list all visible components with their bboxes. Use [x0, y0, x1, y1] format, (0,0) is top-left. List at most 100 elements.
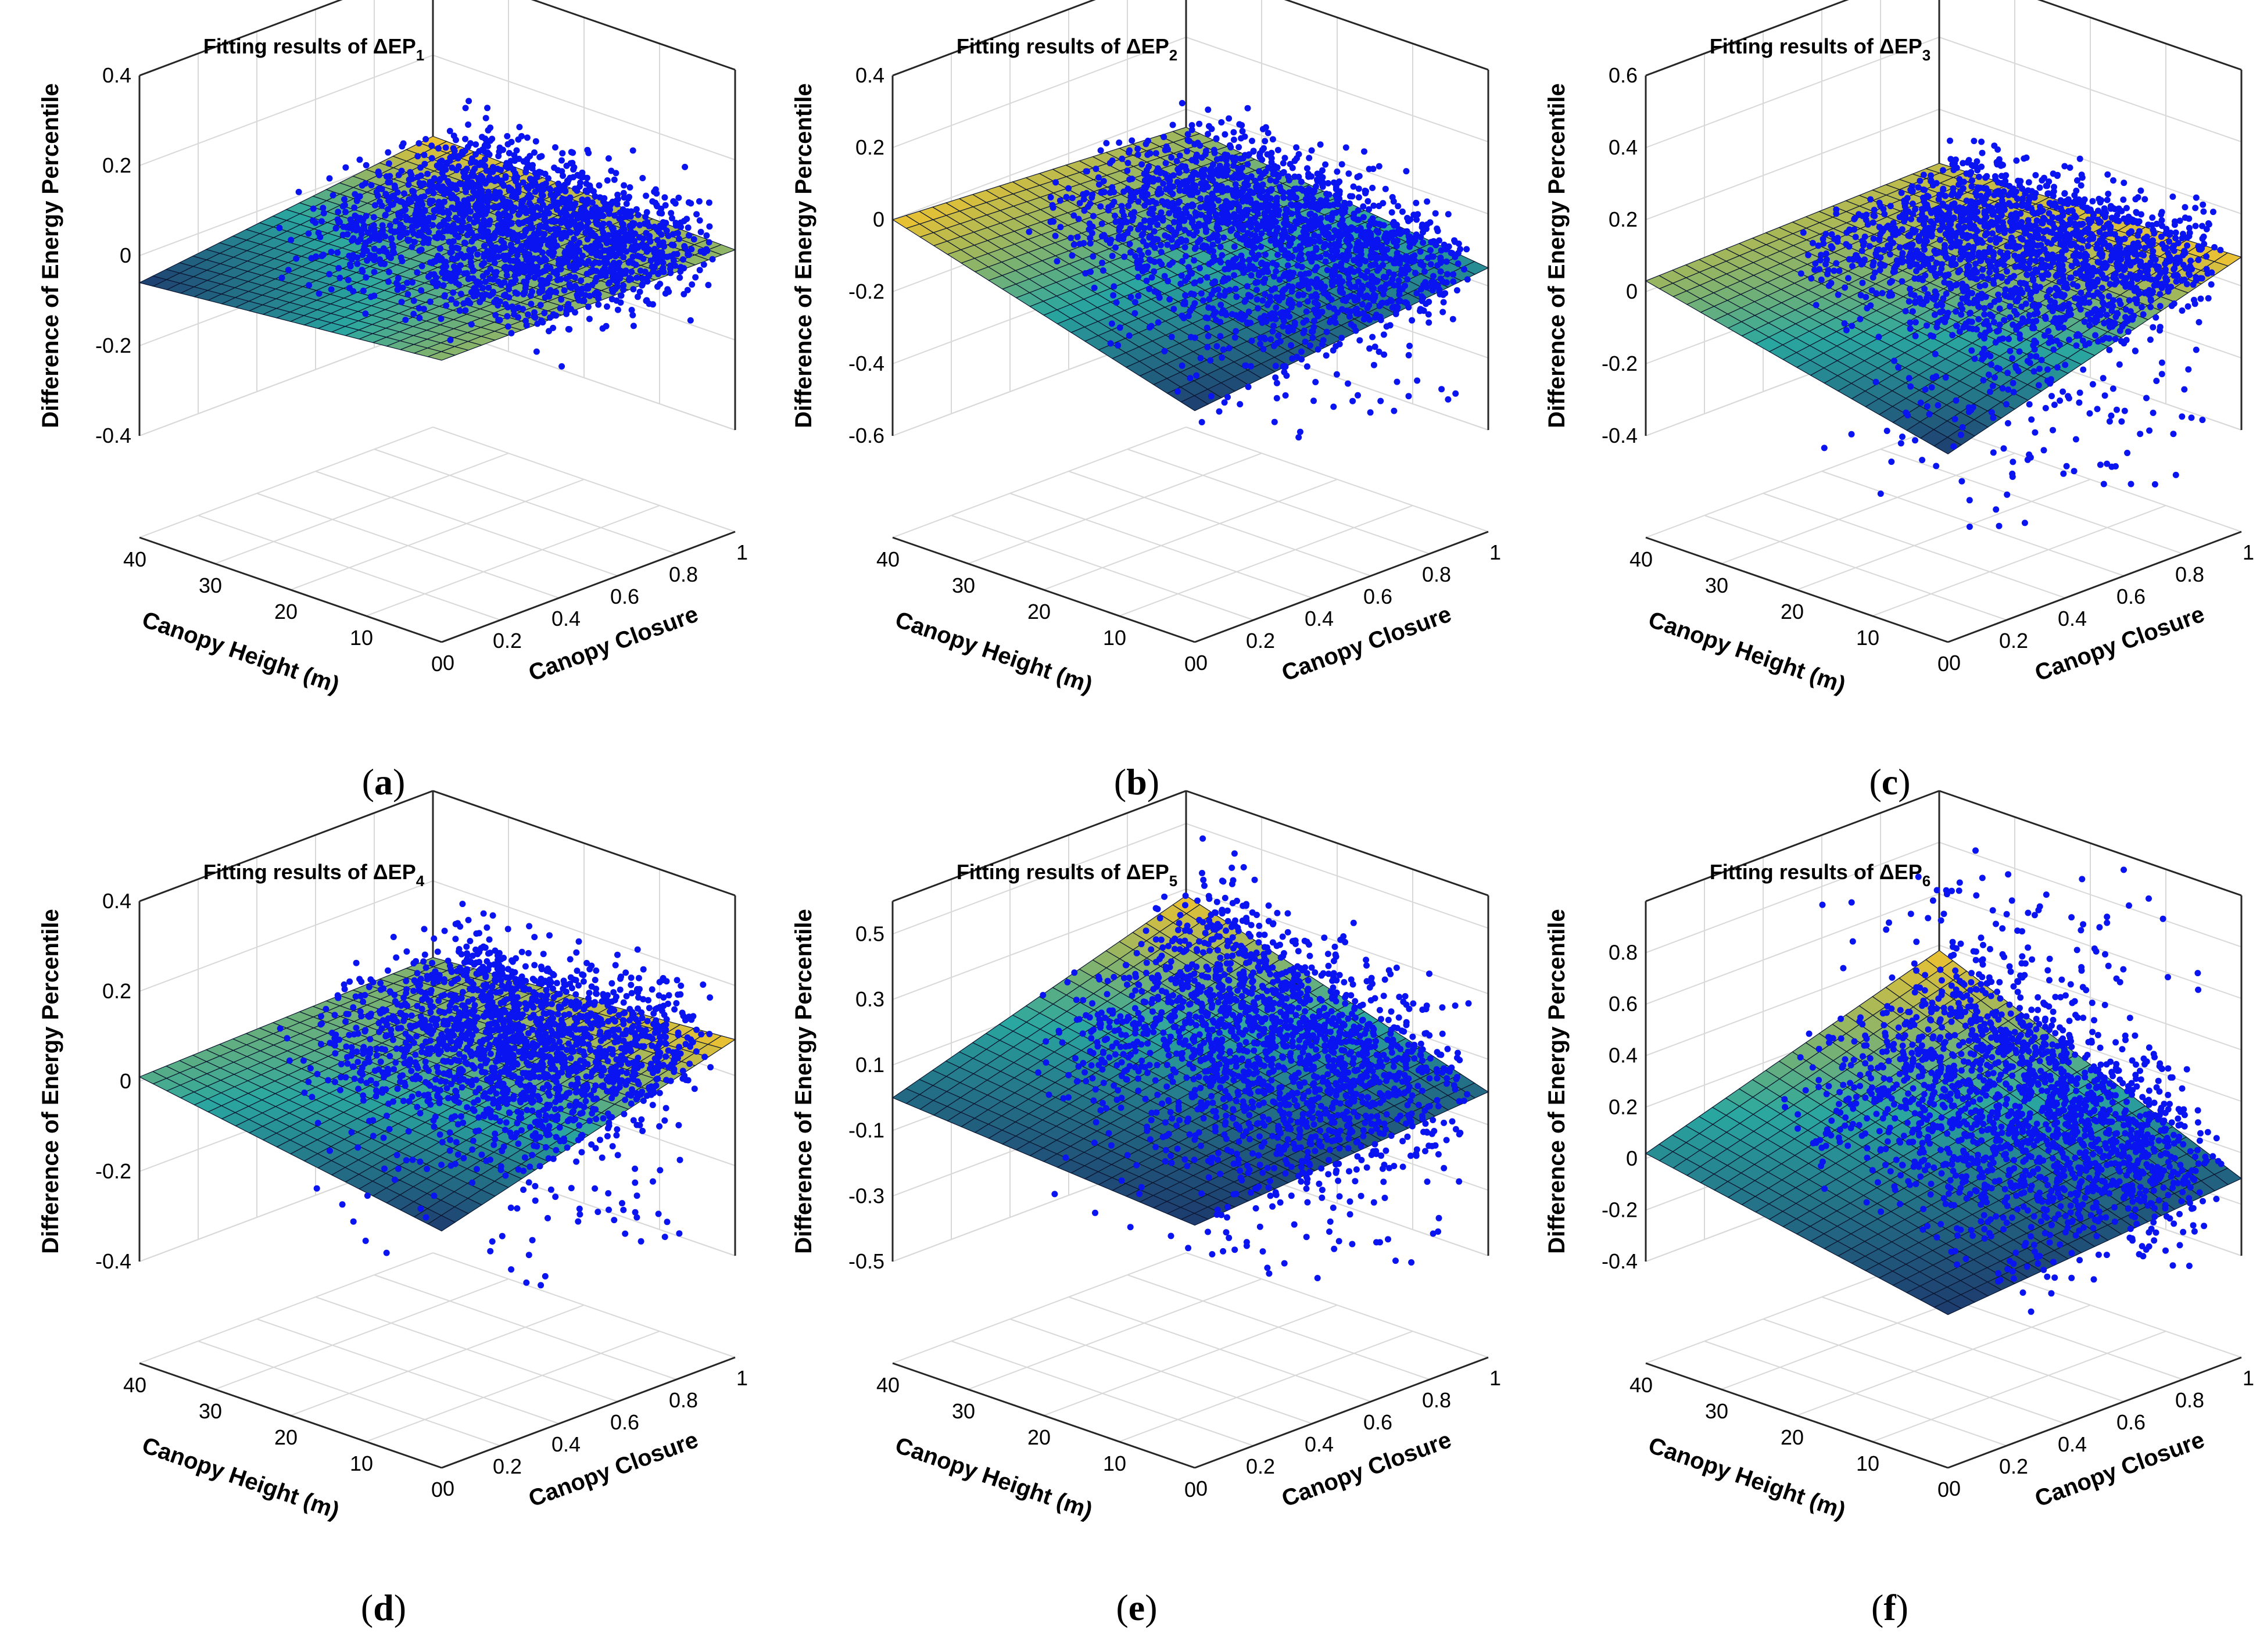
gridline — [1872, 505, 2166, 617]
data-point — [1289, 284, 1296, 291]
data-point — [1369, 184, 1376, 191]
data-point — [1337, 287, 1344, 294]
data-point — [461, 239, 468, 246]
data-point — [1108, 320, 1115, 327]
data-point — [427, 200, 434, 207]
data-point — [1110, 292, 1117, 299]
data-point — [352, 191, 359, 198]
data-point — [1093, 166, 1099, 173]
data-point — [1312, 379, 1319, 385]
data-point — [1146, 210, 1153, 217]
data-point — [1344, 231, 1351, 238]
data-point — [1281, 155, 1288, 162]
data-point — [592, 259, 599, 266]
data-point — [489, 291, 496, 298]
data-point — [1204, 195, 1211, 202]
data-point — [1414, 377, 1421, 384]
data-point — [1283, 372, 1290, 379]
data-point — [1340, 222, 1347, 228]
data-point — [508, 193, 515, 200]
data-point — [521, 232, 528, 239]
data-point — [1248, 189, 1255, 196]
data-point — [662, 202, 669, 209]
data-point — [1411, 257, 1418, 264]
data-point — [1116, 139, 1123, 146]
data-point — [1436, 288, 1443, 295]
data-point — [1161, 273, 1168, 279]
data-point — [1147, 150, 1154, 157]
data-point — [441, 293, 448, 300]
data-point — [1121, 253, 1128, 260]
data-point — [1240, 263, 1247, 270]
data-point — [550, 311, 557, 318]
data-point — [497, 281, 504, 288]
data-point — [664, 286, 671, 293]
data-point — [1367, 262, 1374, 269]
data-point — [1231, 272, 1238, 279]
x-tick-label: 0.4 — [551, 607, 581, 630]
data-point — [1262, 138, 1269, 145]
x-tick-label: 0.2 — [1246, 629, 1275, 653]
data-point — [1322, 199, 1329, 206]
data-point — [360, 288, 367, 294]
data-point — [1308, 258, 1315, 265]
data-point — [1362, 230, 1369, 237]
data-point — [1272, 363, 1279, 370]
data-point — [1442, 246, 1449, 253]
data-point — [1244, 198, 1251, 205]
data-point — [1202, 150, 1209, 157]
data-point — [1338, 231, 1345, 238]
data-point — [651, 223, 658, 230]
data-point — [1360, 214, 1367, 221]
data-point — [1405, 217, 1412, 224]
data-point — [1325, 180, 1331, 187]
data-point — [1226, 286, 1233, 293]
data-point — [1087, 200, 1094, 207]
data-point — [1134, 145, 1141, 152]
data-point — [1293, 144, 1300, 151]
data-point — [485, 142, 491, 149]
data-point — [618, 239, 625, 246]
data-point — [1366, 316, 1373, 323]
data-point — [593, 252, 600, 259]
data-point — [406, 176, 413, 183]
data-point — [1312, 267, 1319, 274]
data-point — [1242, 233, 1248, 240]
data-point — [414, 202, 421, 209]
data-point — [1174, 199, 1181, 206]
data-point — [510, 207, 517, 213]
data-point — [463, 270, 470, 277]
data-point — [1439, 278, 1446, 285]
data-point — [1392, 238, 1398, 245]
data-point — [510, 230, 517, 236]
data-point — [474, 278, 481, 285]
data-point — [585, 257, 592, 264]
plot-title-main: Fitting results of ΔEP — [957, 34, 1169, 58]
data-point — [435, 230, 442, 236]
data-point — [536, 289, 543, 296]
data-point — [1150, 205, 1157, 212]
data-point — [1363, 292, 1370, 299]
data-point — [705, 239, 712, 246]
data-point — [1184, 148, 1191, 155]
data-point — [1256, 192, 1263, 199]
data-point — [1168, 226, 1175, 233]
data-point — [628, 307, 635, 313]
data-point — [1113, 299, 1120, 306]
data-point — [1302, 270, 1309, 277]
data-point — [515, 304, 522, 311]
data-point — [1222, 309, 1229, 316]
data-point — [583, 270, 590, 277]
data-point — [584, 196, 591, 203]
data-point — [394, 189, 401, 196]
data-point — [492, 230, 499, 236]
data-point — [1224, 393, 1231, 400]
data-point — [468, 249, 474, 255]
data-point — [1192, 153, 1199, 160]
data-point — [1213, 224, 1220, 231]
data-point — [1099, 267, 1106, 274]
data-point — [1239, 215, 1246, 222]
data-point — [1131, 209, 1137, 216]
data-point — [1306, 155, 1313, 162]
data-point — [388, 227, 395, 234]
